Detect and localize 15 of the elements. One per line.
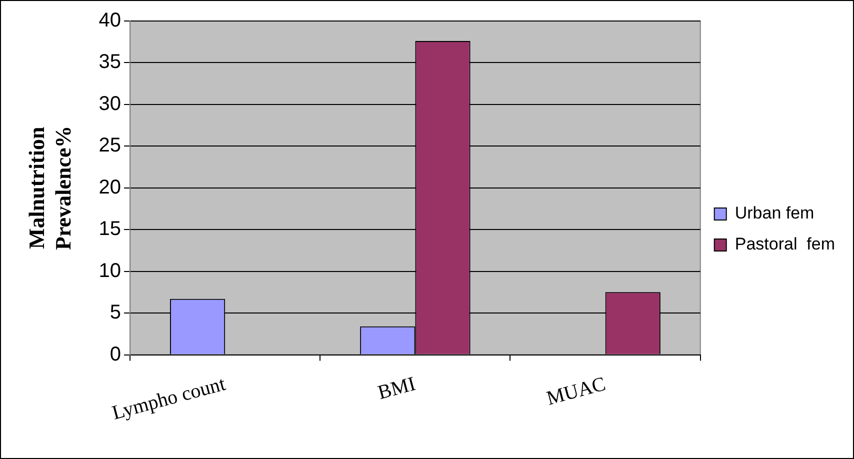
y-tick-label: 40 [98, 10, 122, 32]
y-tick-label: 25 [98, 134, 122, 157]
x-tick-label: Lympho count [110, 372, 228, 424]
x-tick-label: MUAC [544, 373, 608, 410]
legend-label: Pastoral fem [734, 234, 836, 254]
y-tick-label: 15 [98, 218, 122, 240]
y-axis-title: Malnutrition Prevalence% [24, 126, 76, 250]
y-tick-label: 0 [110, 343, 122, 366]
y-tick-label: 10 [98, 260, 122, 282]
y-tick-label: 35 [98, 51, 122, 74]
y-tick-label: 30 [98, 92, 122, 115]
y-tick-label: 20 [98, 176, 122, 198]
y-tick-label: 5 [110, 302, 122, 324]
legend-label: Urban fem [734, 204, 814, 223]
x-tick-label: BMI [376, 373, 418, 404]
